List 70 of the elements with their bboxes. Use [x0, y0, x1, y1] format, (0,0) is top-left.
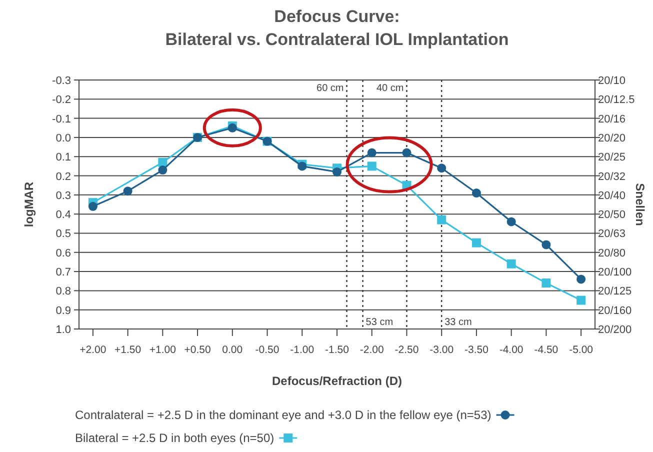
x-tick-label: +2.00	[80, 344, 106, 356]
text: 20/12.5	[598, 94, 635, 106]
text: 20/80	[598, 247, 626, 260]
y-tick-label: 0.8	[56, 286, 71, 298]
text: 20/125	[598, 286, 632, 298]
y-tick-label: -0.3	[52, 75, 71, 87]
point	[576, 296, 586, 305]
text: 20/160	[598, 304, 632, 317]
point	[472, 188, 481, 198]
y-tick-label: 0.0	[56, 132, 71, 144]
y-tick-label: 0.4	[56, 209, 71, 222]
x-tick-label: -1.00	[290, 344, 314, 356]
text: 20/100	[598, 266, 632, 279]
point	[88, 202, 98, 211]
y-tick-label: -0.2	[52, 94, 71, 106]
x-tick-label: -2.50	[394, 344, 419, 356]
y-tick-label: -0.1	[52, 113, 71, 126]
x-tick-label: +1.50	[114, 344, 142, 356]
point	[542, 278, 551, 288]
x-tick-label: -0.50	[255, 344, 280, 356]
x-tick-label: -4.00	[499, 344, 524, 356]
point	[332, 167, 342, 176]
ref-line-label: 53 cm	[366, 317, 394, 328]
x-axis-title: Defocus/Refraction (D)	[272, 374, 402, 388]
ref-line-label: 33 cm	[444, 317, 472, 328]
point	[402, 148, 412, 158]
point	[437, 164, 446, 173]
x-tick-label: -3.50	[464, 344, 489, 356]
x-tick-label: +1.00	[149, 344, 176, 356]
text: 20/10	[598, 75, 626, 87]
legend-label: Contralateral = +2.5 D in the dominant eye and +3.0 D in the fellow eye (n=53)	[75, 408, 492, 422]
text: 20/50	[598, 209, 626, 222]
legend-label: Bilateral = +2.5 D in both eyes (n=50)	[75, 431, 274, 445]
y-tick-label: 0.1	[56, 152, 71, 164]
y-tick-label: 0.9	[56, 304, 71, 317]
point	[367, 162, 376, 171]
point	[437, 215, 446, 224]
x-tick-label: -2.00	[360, 344, 384, 356]
y-tick-label: 0.2	[56, 170, 71, 183]
point	[576, 274, 586, 284]
text: 20/32	[598, 170, 626, 183]
point	[542, 240, 551, 250]
text: 20/16	[598, 113, 626, 126]
y-tick-label: 0.6	[56, 247, 71, 260]
x-tick-label: -5.00	[569, 344, 594, 356]
y-tick-label: 0.5	[56, 228, 71, 240]
x-tick-label: -4.50	[534, 344, 558, 356]
ref-line-label: 40 cm	[376, 83, 404, 94]
point	[123, 186, 132, 196]
point	[367, 148, 376, 158]
text: 20/63	[598, 228, 626, 240]
point	[472, 238, 481, 248]
y-axis-title: logMAR	[22, 182, 36, 228]
y2-axis-title: Snellen	[633, 183, 647, 226]
x-tick-label: +0.50	[184, 344, 211, 356]
ref-line-label: 60 cm	[316, 83, 344, 94]
y-tick-label: 0.3	[56, 190, 71, 202]
point	[506, 217, 516, 226]
y-tick-label: 1.0	[56, 324, 71, 336]
x-tick-label: 0.00	[222, 344, 243, 356]
text: 20/200	[598, 324, 632, 336]
point	[506, 259, 516, 268]
y-tick-label: 0.7	[56, 266, 71, 279]
text: 20/20	[598, 132, 626, 144]
x-tick-label: -1.50	[325, 344, 350, 356]
x-tick-label: -3.00	[430, 344, 454, 356]
text: 20/25	[598, 152, 626, 164]
text: 20/40	[598, 190, 626, 202]
point	[158, 166, 168, 175]
chart-title: Defocus Curve: Bilateral vs. Contralateral IOL Implantation	[165, 7, 509, 49]
